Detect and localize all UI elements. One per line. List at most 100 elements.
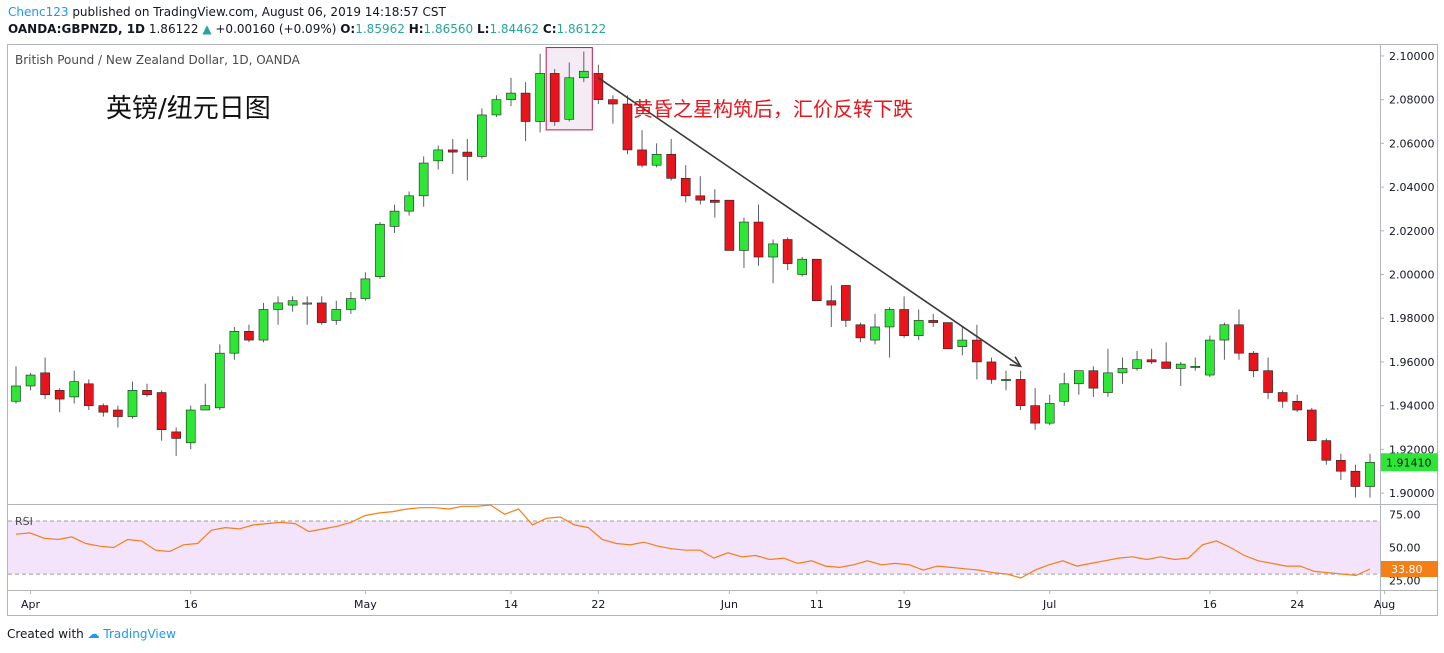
candle-up[interactable] [535, 73, 545, 122]
candle-up[interactable] [797, 258, 808, 275]
candle-up[interactable] [1190, 365, 1201, 368]
candle-up[interactable] [287, 300, 298, 306]
candle-up[interactable] [1365, 461, 1375, 487]
candle-up[interactable] [1074, 370, 1084, 385]
candle-down[interactable] [710, 199, 720, 203]
candle-up[interactable] [273, 302, 283, 310]
candle-down[interactable] [98, 405, 109, 413]
candle-down[interactable] [1263, 370, 1273, 393]
candle-up[interactable] [375, 223, 385, 277]
candle-up[interactable] [506, 92, 516, 100]
candle-up[interactable] [1175, 363, 1186, 369]
candle-up[interactable] [258, 309, 269, 341]
candle-down[interactable] [1146, 359, 1157, 363]
candle-down[interactable] [1030, 405, 1040, 424]
candle-down[interactable] [1248, 352, 1259, 371]
author-link[interactable]: Chenc123 [8, 5, 69, 19]
candle-up[interactable] [1044, 403, 1055, 424]
candle-down[interactable] [54, 390, 65, 400]
candle-up[interactable] [1103, 372, 1113, 393]
candle-down[interactable] [244, 331, 254, 341]
candle-up[interactable] [1219, 324, 1230, 341]
candle-up[interactable] [200, 405, 211, 411]
candle-up[interactable] [229, 331, 240, 354]
candle-down[interactable] [1015, 379, 1026, 406]
candle-down[interactable] [1161, 361, 1171, 369]
candle-down[interactable] [899, 309, 909, 337]
candle-down[interactable] [826, 300, 837, 306]
candle-down[interactable] [1321, 440, 1332, 461]
candle-up[interactable] [11, 385, 21, 402]
candle-up[interactable] [578, 70, 589, 79]
tradingview-link[interactable]: TradingView [103, 627, 176, 641]
candle-down[interactable] [520, 92, 531, 122]
candle-up[interactable] [870, 326, 880, 341]
candle-up[interactable] [215, 352, 225, 409]
y-tick-label: 1.98000 [1389, 312, 1435, 325]
candle-down[interactable] [680, 178, 691, 197]
candle-down[interactable] [447, 149, 458, 153]
candle-up[interactable] [1132, 359, 1142, 369]
candle-up[interactable] [1001, 379, 1011, 381]
candle-down[interactable] [1277, 392, 1288, 402]
candle-up[interactable] [957, 339, 968, 347]
rsi-last-label: 33.80 [1391, 563, 1423, 576]
candle-down[interactable] [1088, 370, 1099, 389]
candle-down[interactable] [593, 73, 604, 100]
candle-up[interactable] [25, 374, 36, 387]
candle-down[interactable] [666, 153, 676, 179]
candle-down[interactable] [972, 339, 982, 363]
candle-down[interactable] [753, 221, 764, 258]
candle-up[interactable] [360, 278, 371, 299]
candle-down[interactable] [142, 390, 152, 396]
candle-down[interactable] [782, 239, 793, 264]
candle-down[interactable] [724, 199, 735, 251]
candle-up[interactable] [477, 114, 487, 157]
candle-down[interactable] [855, 324, 866, 339]
candle-down[interactable] [811, 258, 822, 302]
candle-up[interactable] [331, 309, 342, 321]
candle-up[interactable] [913, 320, 924, 336]
candle-up[interactable] [1059, 383, 1070, 402]
candle-down[interactable] [113, 409, 123, 417]
candle-down[interactable] [156, 392, 167, 430]
candle-down[interactable] [942, 322, 953, 350]
candle-up[interactable] [884, 309, 895, 328]
candle-down[interactable] [695, 195, 706, 201]
candle-down[interactable] [316, 302, 327, 323]
candle-up[interactable] [418, 162, 429, 197]
candle-down[interactable] [1306, 409, 1317, 441]
candle-down[interactable] [40, 372, 50, 396]
candle-down[interactable] [637, 149, 647, 166]
x-tick-label: Jul [1042, 598, 1056, 611]
candle-down[interactable] [986, 361, 997, 380]
candle-up[interactable] [651, 153, 662, 166]
candle-up[interactable] [302, 302, 312, 305]
candle-down[interactable] [1292, 400, 1303, 411]
candle-down[interactable] [1336, 459, 1346, 472]
candle-down[interactable] [171, 431, 181, 439]
candle-down[interactable] [1234, 324, 1244, 354]
candle-up[interactable] [346, 298, 356, 310]
candle-up[interactable] [564, 77, 575, 120]
candle-down[interactable] [622, 103, 633, 151]
candle-up[interactable] [491, 99, 502, 116]
candle-down[interactable] [608, 99, 618, 105]
candle-up[interactable] [433, 149, 444, 162]
candle-up[interactable] [127, 390, 138, 417]
candle-down[interactable] [928, 320, 939, 323]
candle-up[interactable] [69, 381, 80, 398]
candle-down[interactable] [549, 73, 560, 122]
candle-up[interactable] [739, 221, 749, 251]
candle-up[interactable] [1205, 339, 1215, 376]
candle-down[interactable] [841, 285, 851, 321]
candle-up[interactable] [404, 195, 414, 212]
candle-up[interactable] [768, 243, 778, 258]
candle-up[interactable] [1117, 368, 1128, 374]
candle-down[interactable] [462, 151, 473, 157]
candle-up[interactable] [185, 409, 196, 444]
candle-up[interactable] [389, 210, 400, 227]
candle-down[interactable] [1350, 470, 1361, 487]
candle-down[interactable] [83, 383, 94, 406]
